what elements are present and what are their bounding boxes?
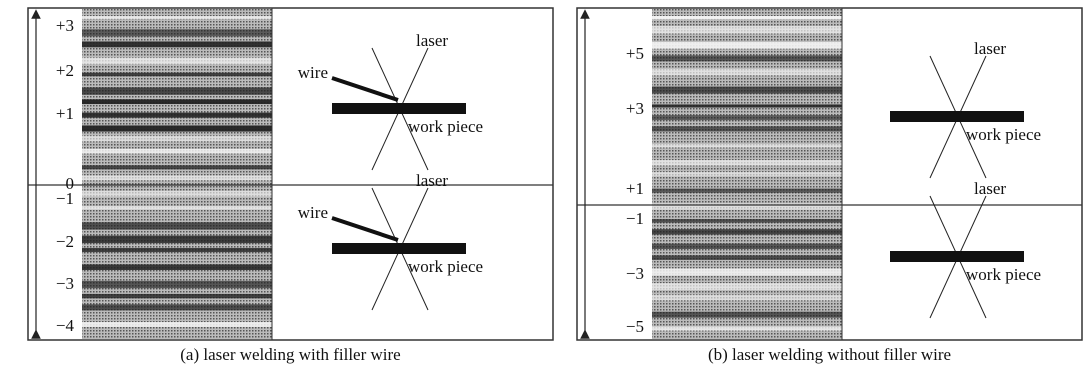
weld-stripe xyxy=(652,172,842,176)
filler-wire xyxy=(332,78,398,100)
weld-stripe xyxy=(652,16,842,19)
weld-stripe xyxy=(82,165,272,169)
position-label: −2 xyxy=(56,232,74,251)
weld-stripe xyxy=(652,203,842,209)
position-label: −1 xyxy=(56,189,74,208)
weld-stripe xyxy=(652,160,842,166)
filler-wire xyxy=(332,218,398,240)
workpiece xyxy=(890,111,1024,122)
laser-label: laser xyxy=(416,31,448,50)
weld-stripe xyxy=(82,113,272,118)
position-label: −3 xyxy=(56,274,74,293)
workpiece xyxy=(332,243,466,254)
weld-stripe xyxy=(652,255,842,259)
workpiece-label: work piece xyxy=(966,265,1041,284)
laser-label: laser xyxy=(974,179,1006,198)
position-label: +5 xyxy=(626,44,644,63)
position-label: −5 xyxy=(626,317,644,336)
weld-stripe xyxy=(82,73,272,77)
weld-stripe xyxy=(652,104,842,107)
weld-stripe xyxy=(82,294,272,298)
weld-stripe xyxy=(82,281,272,288)
weld-stripe xyxy=(652,115,842,120)
workpiece-label: work piece xyxy=(408,117,483,136)
wire-label: wire xyxy=(298,63,328,82)
weld-stripe xyxy=(652,189,842,193)
weld-stripe xyxy=(652,244,842,249)
weld-stripe xyxy=(82,136,272,142)
workpiece-label: work piece xyxy=(966,125,1041,144)
position-label: +1 xyxy=(626,179,644,198)
weld-stripe xyxy=(82,87,272,94)
weld-stripe xyxy=(652,42,842,49)
weld-stripe xyxy=(652,295,842,301)
weld-stripe xyxy=(82,248,272,252)
position-label: −3 xyxy=(626,264,644,283)
workpiece xyxy=(890,251,1024,262)
laser-label: laser xyxy=(974,39,1006,58)
caption: (b) laser welding without filler wire xyxy=(708,345,951,364)
weld-stripe xyxy=(652,219,842,223)
weld-stripe xyxy=(82,16,272,19)
caption: (a) laser welding with filler wire xyxy=(180,345,400,364)
workpiece-label: work piece xyxy=(408,257,483,276)
laser-label: laser xyxy=(416,171,448,190)
position-label: +1 xyxy=(56,104,74,123)
workpiece xyxy=(332,103,466,114)
weld-stripe xyxy=(652,69,842,76)
weld-stripe xyxy=(652,268,842,275)
weld-stripe xyxy=(82,149,272,154)
weld-stripe xyxy=(652,327,842,331)
weld-stripe xyxy=(82,125,272,131)
weld-stripe xyxy=(652,229,842,234)
position-label: +3 xyxy=(56,16,74,35)
weld-stripe xyxy=(82,322,272,327)
weld-stripe xyxy=(82,206,272,209)
weld-stripe xyxy=(652,55,842,61)
weld-stripe xyxy=(652,312,842,318)
weld-stripe xyxy=(652,283,842,290)
weld-stripe xyxy=(82,264,272,270)
weld-stripe xyxy=(82,304,272,310)
figure: +3+2+10−1−2−3−4laserwork piecewirelaserw… xyxy=(0,0,1086,372)
weld-stripe xyxy=(82,236,272,244)
weld-stripe xyxy=(652,87,842,94)
weld-stripe xyxy=(652,26,842,34)
position-label: −4 xyxy=(56,316,75,335)
weld-stripe xyxy=(82,29,272,36)
position-label: +2 xyxy=(56,61,74,80)
weld-stripe xyxy=(82,99,272,104)
weld-stripe xyxy=(82,222,272,229)
weld-stripe xyxy=(82,58,272,65)
position-label: +3 xyxy=(626,99,644,118)
weld-stripe xyxy=(82,191,272,197)
weld-stripe xyxy=(652,126,842,131)
position-label: −1 xyxy=(626,209,644,228)
weld-stripe xyxy=(652,144,842,148)
weld-stripe xyxy=(82,41,272,47)
wire-label: wire xyxy=(298,203,328,222)
weld-stripe xyxy=(82,175,272,180)
